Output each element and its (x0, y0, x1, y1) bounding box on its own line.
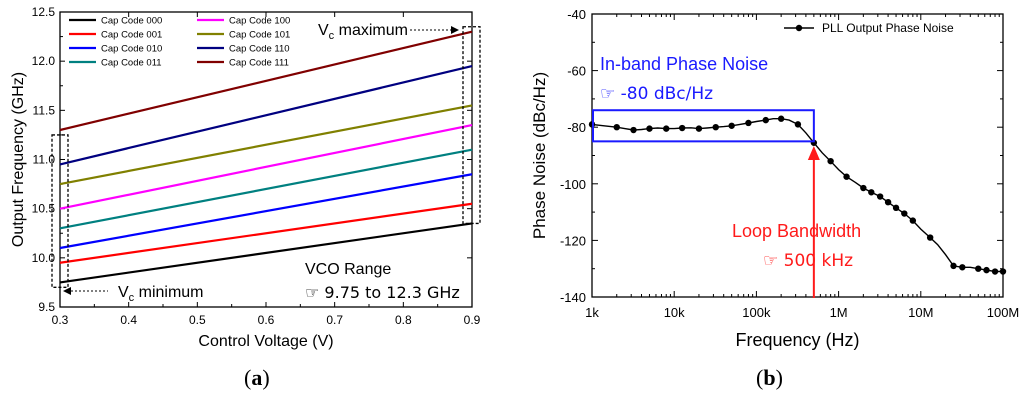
data-point (630, 126, 637, 134)
data-point (712, 124, 719, 131)
legend-label: Cap Code 100 (229, 16, 290, 27)
y-tick-label: -80 (567, 120, 586, 135)
data-point (999, 268, 1007, 275)
x-tick-label: 1k (585, 305, 599, 320)
vco-range-value: ☞ 9.75 to 12.3 GHz (305, 283, 460, 302)
data-point (588, 121, 596, 128)
data-point (843, 173, 850, 180)
x-axis-label: Control Voltage (V) (198, 333, 333, 350)
x-tick-label: 0.6 (258, 313, 275, 327)
legend-label: Cap Code 001 (101, 30, 162, 41)
x-tick-label: 10k (664, 305, 685, 320)
y-axis-label: Phase Noise (dBc/Hz) (530, 72, 549, 239)
series-line (59, 65, 473, 166)
y-tick-label: 10.5 (32, 202, 56, 216)
data-point (884, 198, 892, 206)
data-point (794, 121, 802, 128)
series-line (59, 173, 473, 250)
y-tick-label: 11.0 (33, 153, 56, 167)
vco-range-title: VCO Range (305, 261, 391, 278)
legend-label: PLL Output Phase Noise (822, 21, 954, 35)
y-tick-label: 10.0 (32, 251, 56, 265)
data-point (613, 124, 620, 131)
inband-box (592, 109, 815, 143)
vc-min-arrow-head (63, 287, 71, 295)
y-axis-label: Output Frequency (GHz) (10, 72, 27, 247)
x-tick-label: 0.3 (52, 313, 69, 327)
x-tick-label: 0.9 (464, 313, 481, 327)
plot-frame (59, 11, 473, 308)
chart-panel-a: 0.3 0.4 0.5 0.6 0.7 0.8 0.9 9.5 10.0 10.5 11.0 11.5… (10, 5, 481, 350)
data-point (695, 125, 703, 132)
panel-b-label: (b) (756, 365, 783, 390)
legend-swatch-marker (795, 24, 803, 32)
inband-value: ☞ -80 dBc/Hz (600, 84, 713, 104)
y-tick-label: 12.5 (32, 5, 56, 19)
data-point (663, 125, 670, 132)
x-tick-label: 100k (742, 305, 771, 320)
series-line (59, 202, 473, 264)
data-point (762, 116, 769, 124)
x-tick-label: 0.5 (189, 313, 206, 327)
data-point (975, 265, 982, 272)
loop-title: Loop Bandwidth (732, 221, 861, 241)
y-tick-label: -140 (560, 290, 586, 305)
loop-value: ☞ 500 kHz (763, 251, 853, 271)
data-point (991, 268, 999, 275)
panel-a-label: (a) (244, 365, 270, 390)
vc-max-box (462, 26, 481, 225)
data-point (827, 157, 834, 165)
series-line (59, 124, 473, 210)
vc-min-label: Vc minimum (118, 284, 204, 304)
legend-label: Cap Code 101 (229, 30, 290, 41)
data-point (926, 234, 934, 241)
data-point (860, 184, 867, 192)
legend-label: Cap Code 000 (101, 16, 162, 27)
y-tick-label: -100 (560, 177, 586, 192)
x-tick-label: 100M (987, 305, 1020, 320)
data-point (678, 124, 686, 132)
data-point (959, 264, 966, 271)
data-point (983, 266, 990, 274)
vc-min-box (51, 134, 69, 288)
data-point (950, 262, 957, 270)
inband-title: In-band Phase Noise (600, 54, 768, 74)
data-point (745, 119, 752, 127)
x-axis-label: Frequency (Hz) (735, 330, 859, 350)
loop-arrow-head (807, 146, 820, 160)
legend-label: Cap Code 011 (101, 58, 162, 69)
y-tick-label: -120 (560, 233, 586, 248)
data-point (728, 122, 735, 129)
data-point (909, 217, 917, 224)
series-line (59, 104, 473, 186)
data-point (868, 189, 875, 196)
series-line (59, 30, 473, 132)
x-tick-label: 0.4 (120, 313, 137, 327)
data-point (892, 204, 900, 212)
x-tick-label: 0.8 (395, 313, 412, 327)
data-point (777, 115, 785, 122)
series-line (59, 222, 473, 284)
chart-panel-b: 1k 10k 100k 1M 10M 100M -140 -120 -100 -80 -60 -40 F… (530, 7, 1019, 350)
vc-max-arrow-head (451, 26, 459, 34)
vc-max-label: Vc maximum (318, 22, 408, 42)
x-tick-label: 1M (830, 305, 848, 320)
x-tick-label: 0.7 (326, 313, 343, 327)
legend-label: Cap Code 111 (229, 58, 289, 69)
y-tick-label: -40 (567, 7, 586, 22)
data-point (646, 125, 653, 132)
legend-label: Cap Code 110 (229, 44, 290, 55)
x-tick-label: 10M (908, 305, 933, 320)
y-tick-label: 9.5 (38, 300, 55, 314)
y-tick-label: 11.5 (33, 103, 56, 117)
legend-label: Cap Code 010 (101, 44, 162, 55)
series-line (59, 148, 473, 230)
data-point (876, 193, 884, 200)
y-tick-label: -60 (567, 64, 586, 79)
y-tick-label: 12.0 (32, 54, 56, 68)
data-point (901, 210, 908, 217)
